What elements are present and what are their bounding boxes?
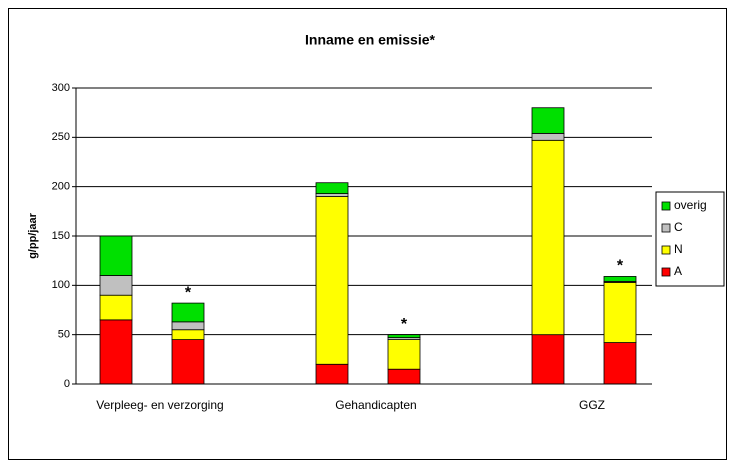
bar-segment	[171, 302, 205, 323]
bar-segment	[315, 182, 349, 194]
chart-title: Inname en emissie*	[305, 32, 436, 48]
bar-segment	[315, 363, 349, 385]
y-tick-label: 150	[52, 230, 70, 242]
bar-segment	[315, 196, 349, 365]
bar-segment	[99, 294, 133, 321]
x-tick-label: Verpleeg- en verzorging	[96, 398, 223, 412]
bar-segment	[171, 339, 205, 385]
bar-segment	[387, 339, 421, 370]
bar-segment	[603, 342, 637, 385]
bar-segment	[531, 132, 565, 141]
chart-frame	[8, 8, 727, 460]
y-tick-label: 0	[64, 378, 70, 390]
y-tick-label: 300	[52, 82, 70, 94]
bar-segment	[99, 235, 133, 276]
legend-label: N	[674, 242, 683, 256]
y-tick-label: 250	[52, 131, 70, 143]
legend-swatch	[661, 245, 671, 255]
bar-segment	[171, 329, 205, 341]
bar-segment	[603, 281, 637, 343]
bar-segment	[99, 275, 133, 296]
bar-segment	[603, 276, 637, 282]
legend-label: overig	[674, 198, 707, 212]
y-tick-label: 50	[58, 329, 70, 341]
y-axis-label: g/pp/jaar	[27, 212, 39, 259]
legend-swatch	[661, 201, 671, 211]
bar-segment	[531, 107, 565, 134]
bar-segment	[387, 368, 421, 385]
legend-label: C	[674, 220, 683, 234]
legend-label: A	[674, 264, 682, 278]
bar-segment	[171, 321, 205, 331]
y-tick-label: 200	[52, 181, 70, 193]
bar-segment	[315, 193, 349, 197]
bar-segment	[99, 319, 133, 385]
bar-segment	[531, 139, 565, 336]
bar-segment	[387, 334, 421, 339]
annotation: *	[617, 258, 624, 275]
legend-swatch	[661, 223, 671, 233]
annotation: *	[401, 316, 408, 333]
y-tick-label: 100	[52, 279, 70, 291]
x-tick-label: GGZ	[579, 398, 605, 412]
annotation: *	[185, 284, 192, 301]
legend-swatch	[661, 267, 671, 277]
x-tick-label: Gehandicapten	[335, 398, 416, 412]
bar-segment	[531, 334, 565, 385]
